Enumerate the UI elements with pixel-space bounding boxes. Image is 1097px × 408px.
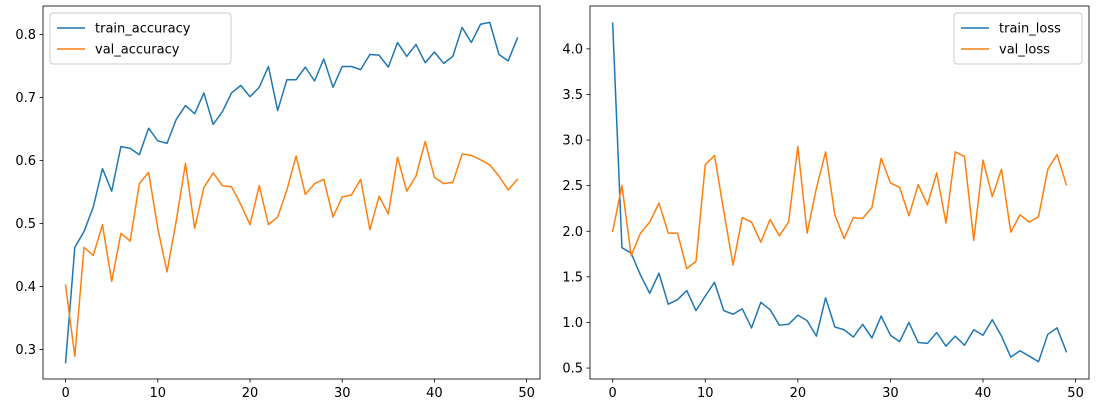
y-tick-label: 0.5: [562, 362, 583, 377]
y-tick-label: 1.0: [562, 316, 583, 331]
y-tick-label: 0.5: [15, 217, 36, 232]
y-tick-label: 3.5: [562, 88, 583, 103]
y-tick-label: 0.8: [15, 28, 36, 43]
series-line-train-accuracy: [64, 21, 519, 364]
legend: train_accuracy val_accuracy: [49, 12, 232, 65]
y-tick-label: 2.5: [562, 179, 583, 194]
legend-label-train-accuracy: train_accuracy: [95, 22, 191, 37]
legend-box: [953, 12, 1083, 65]
y-tick-label: 2.0: [562, 225, 583, 240]
y-tick-label: 0.6: [15, 154, 36, 169]
x-tick-label: 50: [518, 386, 535, 401]
x-tick-label: 30: [334, 386, 351, 401]
axes-frame: [42, 5, 541, 380]
x-tick-label: 10: [697, 386, 714, 401]
x-tick-label: 0: [61, 386, 69, 401]
legend-label-val-accuracy: val_accuracy: [95, 43, 180, 58]
x-tick-label: 40: [426, 386, 443, 401]
y-tick-label: 0.7: [15, 91, 36, 106]
legend-label-train-loss: train_loss: [999, 22, 1061, 37]
series-line-train-loss: [611, 22, 1068, 363]
x-tick-label: 20: [790, 386, 807, 401]
x-tick-label: 10: [150, 386, 167, 401]
x-tick-label: 0: [609, 386, 617, 401]
y-tick-label: 0.4: [15, 280, 36, 295]
x-tick-label: 40: [975, 386, 992, 401]
y-tick-label: 4.0: [562, 42, 583, 57]
accuracy-chart: 0 10 20 30 40 50 0.3 0.4 0.5 0.6 0.7 0.8 train_accur…: [15, 5, 541, 401]
axes-frame: [589, 5, 1090, 380]
legend: train_loss val_loss: [953, 12, 1083, 65]
loss-chart: 0 10 20 30 40 50 0.5 1.0 1.5 2.0 2.5 3.0 3.5 4.0 train…: [562, 5, 1090, 401]
x-tick-label: 20: [242, 386, 259, 401]
series-line-val-accuracy: [64, 140, 519, 358]
legend-box: [49, 12, 232, 65]
legend-label-val-loss: val_loss: [999, 43, 1050, 58]
series-line-val-loss: [611, 145, 1068, 270]
y-tick-label: 0.3: [15, 343, 36, 358]
x-tick-label: 50: [1067, 386, 1084, 401]
y-tick-label: 1.5: [562, 270, 583, 285]
y-tick-label: 3.0: [562, 134, 583, 149]
x-tick-label: 30: [882, 386, 899, 401]
